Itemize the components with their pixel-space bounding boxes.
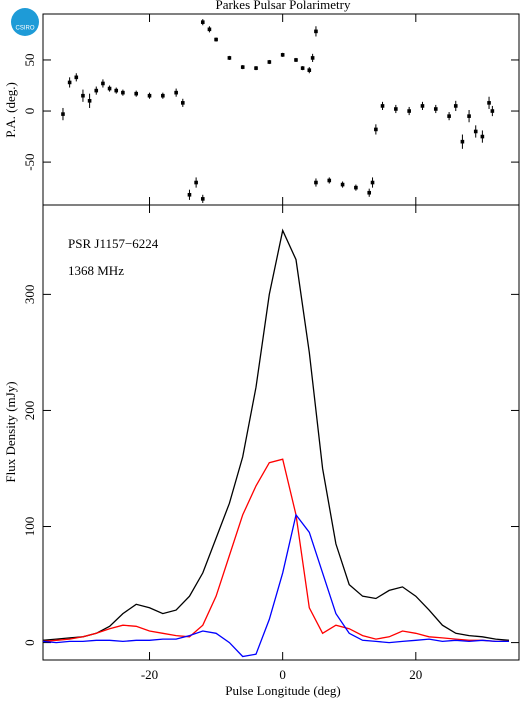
- point: [340, 182, 345, 187]
- y-axis-label: Flux Density (mJy): [3, 381, 18, 482]
- point: [87, 99, 92, 103]
- point: [74, 75, 79, 80]
- y-tick-label: 100: [22, 517, 37, 537]
- point: [187, 192, 192, 197]
- point: [407, 109, 411, 113]
- point: [147, 93, 152, 98]
- point: [307, 68, 312, 72]
- y-tick-label: 200: [22, 401, 37, 421]
- point: [310, 56, 315, 60]
- point: [473, 129, 478, 134]
- x-tick-label: 0: [279, 667, 286, 682]
- point: [294, 58, 298, 62]
- point: [61, 112, 65, 116]
- point: [380, 104, 385, 108]
- annotation: PSR J1157−6224: [68, 236, 159, 251]
- point: [134, 91, 139, 96]
- logo-badge: [11, 8, 39, 36]
- point: [214, 37, 218, 42]
- point: [480, 134, 485, 139]
- point: [420, 104, 425, 108]
- point: [174, 90, 178, 95]
- point: [467, 114, 471, 118]
- point: [460, 139, 465, 144]
- y-axis-label: P.A. (deg.): [3, 82, 18, 138]
- point: [314, 29, 318, 34]
- point: [240, 65, 245, 69]
- point: [207, 27, 212, 32]
- point: [254, 66, 258, 70]
- point: [94, 88, 99, 93]
- point: [101, 81, 105, 86]
- logo-text: CSIRO: [15, 26, 34, 32]
- point: [327, 178, 332, 183]
- point: [300, 66, 305, 70]
- plot-frame: [42, 204, 520, 661]
- x-tick-label: -20: [141, 667, 158, 682]
- point: [433, 107, 438, 111]
- point: [227, 56, 232, 60]
- point: [67, 80, 72, 85]
- point: [181, 101, 185, 105]
- point: [280, 53, 285, 57]
- point: [194, 180, 198, 185]
- point: [447, 114, 451, 118]
- point: [394, 107, 398, 111]
- y-tick-label: 0: [22, 108, 37, 115]
- point: [114, 88, 119, 93]
- x-tick-label: 20: [409, 667, 422, 682]
- point: [107, 86, 112, 91]
- point: [200, 197, 205, 201]
- point: [81, 93, 85, 98]
- point: [374, 127, 378, 132]
- y-tick-label: 0: [22, 639, 37, 646]
- point: [314, 180, 318, 185]
- x-axis-label: Pulse Longitude (deg): [225, 683, 341, 698]
- point: [487, 101, 491, 105]
- annotation: 1368 MHz: [68, 263, 124, 278]
- point: [367, 190, 372, 195]
- point: [354, 185, 358, 190]
- point: [121, 90, 125, 95]
- series-line: [42, 513, 509, 658]
- y-tick-label: -50: [22, 153, 37, 170]
- chart-title: Parkes Pulsar Polarimetry: [215, 0, 351, 12]
- series-line: [42, 228, 510, 641]
- point: [453, 104, 458, 108]
- point: [490, 109, 495, 113]
- point: [267, 60, 272, 64]
- point: [370, 180, 375, 185]
- series-line: [42, 458, 509, 643]
- y-tick-label: 300: [22, 285, 37, 305]
- point: [161, 93, 165, 98]
- point: [200, 20, 205, 24]
- plot-frame: [42, 13, 520, 206]
- y-tick-label: 50: [22, 53, 37, 66]
